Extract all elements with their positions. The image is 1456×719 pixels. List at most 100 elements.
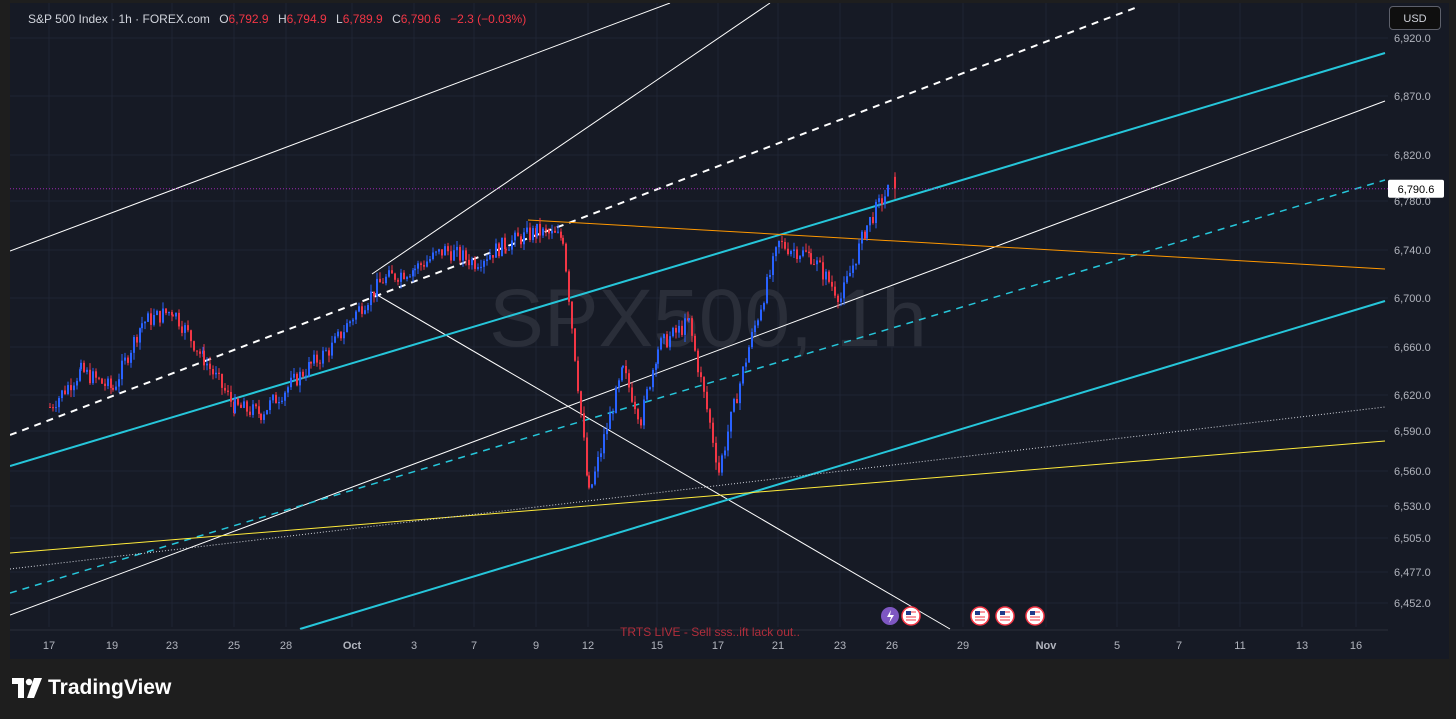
tradingview-brand[interactable]: TradingView [12,676,171,700]
time-tick-label: 29 [957,640,969,652]
time-tick-label: 7 [471,640,477,652]
candle-body [203,350,205,366]
candle-body [825,271,827,280]
candle-body [828,271,830,282]
candle-body [577,360,579,392]
flag-icon-bg [901,606,921,626]
trend-drawings[interactable] [10,3,1386,630]
candle-body [532,228,534,240]
candle-body [471,259,473,266]
candle-body [352,319,354,322]
white-diagonal-down [371,291,951,630]
candle-body [187,325,189,331]
tradingview-logo-icon [12,678,42,698]
price-tick-label: 6,660.0 [1394,342,1431,354]
cyan-channel-mid [10,179,1386,594]
candle-body [98,377,100,379]
candle-body [190,330,192,342]
svg-text:6,790.6: 6,790.6 [1398,184,1435,196]
ohlc-legend: S&P 500 Index · 1h · FOREX.com O6,792.9 … [28,12,527,26]
candle-body [364,310,366,314]
candle-body [346,323,348,333]
candle-body [376,278,378,297]
candle-body [334,336,336,343]
candle-body [453,250,455,261]
candle-body [423,264,425,267]
candle-body [64,390,66,395]
us-flag-event-icon [970,606,990,626]
brand-name: TradingView [48,676,172,699]
candle-body [83,362,85,372]
candle-body [511,240,513,250]
candle-body [810,253,812,264]
candle-body [745,362,747,367]
candle-body [554,230,556,233]
candle-body [640,419,642,426]
white-trendline-2 [371,3,771,275]
candle-body [89,369,91,384]
candle-body [694,335,696,351]
lightning-glyph [887,610,894,623]
candle-body [272,394,274,401]
candle-body [367,305,369,311]
candle-body [609,413,611,430]
candle-body [852,265,854,273]
candle-body [760,309,762,321]
candle-body [355,311,357,320]
time-tick-label: 3 [411,640,417,652]
candle-body [52,407,54,409]
candle-body [331,342,333,356]
event-icons[interactable] [881,606,1045,626]
candle-body [308,362,310,376]
symbol-label[interactable]: S&P 500 Index · 1h · FOREX.com [28,12,210,26]
chart-frame[interactable]: SPX500, 1h 6,920.0 6,870.0 6,820.0 6,780.0 6… [10,3,1449,659]
candle-body [61,390,63,399]
candle-body [296,373,298,386]
candle-body [370,291,372,306]
time-tick-label: 28 [280,640,292,652]
candle-body [258,406,260,414]
candle-body [739,383,741,404]
candle-body [631,387,633,402]
candle-body [793,249,795,252]
candle-body [316,354,318,363]
price-tick-label: 6,452.0 [1394,598,1431,610]
us-flag-event-icon [1025,606,1045,626]
candle-body [193,341,195,351]
candle-body [816,260,818,265]
candle-body [529,227,531,240]
candle-body [477,267,479,269]
candle-body [70,385,72,391]
candle-body [400,272,402,282]
candle-body [523,232,525,245]
candle-body [319,362,321,364]
time-tick-label: 12 [582,640,594,652]
candle-body [121,360,123,380]
candle-body [612,413,614,415]
price-tick-label: 6,700.0 [1394,293,1431,305]
candle-body [112,387,114,390]
candle-body [299,371,301,386]
candle-body [290,377,292,388]
candle-body [781,240,783,242]
price-tick-label: 6,780.0 [1394,196,1431,208]
candle-body [784,241,786,249]
candle-body [136,337,138,343]
time-tick-label: 25 [228,640,240,652]
candle-body [855,263,857,266]
grid-lines [10,3,1388,627]
currency-button[interactable]: USD [1389,6,1441,30]
time-axis[interactable]: 17 19 23 25 28 Oct 3 7 9 12 15 17 21 23 26 29 Nov 5 7 11 13 1… [10,629,1388,652]
price-axis[interactable]: 6,920.0 6,870.0 6,820.0 6,780.0 6,740.0 6,700… [1394,33,1431,610]
candle-body [666,334,668,348]
candle-body [790,251,792,255]
candle-body [772,256,774,276]
chart-canvas[interactable]: SPX500, 1h 6,920.06,870.06,820.06,780.06… [10,3,1449,659]
candle-body [492,255,494,258]
candle-body [249,411,251,415]
candle-body [414,268,416,271]
candle-body [869,217,871,226]
candle-body [703,377,705,392]
candle-body [557,231,559,233]
candle-body [104,383,106,386]
